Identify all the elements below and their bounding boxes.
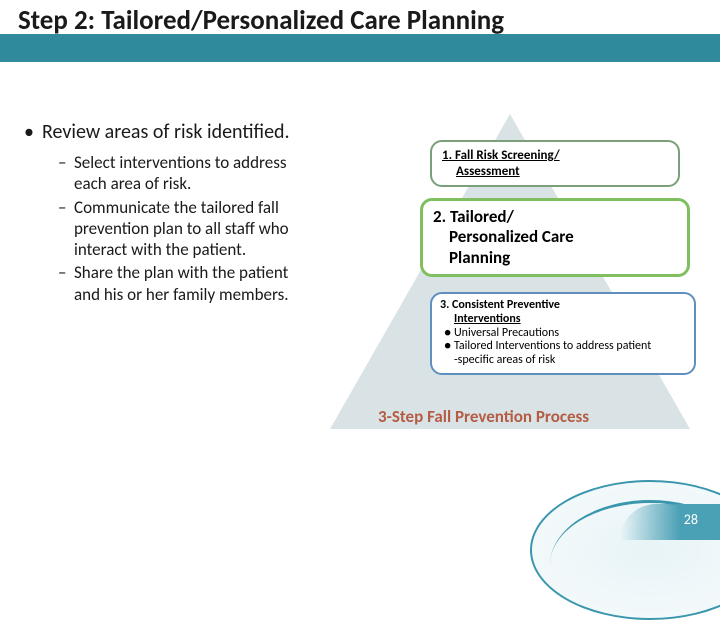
step1-line2: Assessment xyxy=(442,164,668,180)
process-label: 3-Step Fall Prevention Process xyxy=(378,406,589,427)
step-box-1: 1. Fall Risk Screening/ Assessment xyxy=(430,140,680,187)
step3-line1: 3. Consistent Preventive xyxy=(440,299,686,313)
step3-bullet: -specific areas of risk xyxy=(440,354,686,368)
step2-line2: Personalized Care xyxy=(433,227,677,247)
step3-bullet: ● Universal Precautions xyxy=(440,327,686,341)
right-column: 1. Fall Risk Screening/ Assessment 2. Ta… xyxy=(330,114,710,494)
step2-line1: 2. Tailored/ xyxy=(433,207,677,227)
sub-bullet: Select interventions to address each are… xyxy=(58,152,314,195)
sub-bullet: Share the plan with the patient and his … xyxy=(58,262,314,305)
step2-line3: Planning xyxy=(433,248,677,268)
sub-bullet: Communicate the tailored fall prevention… xyxy=(58,197,314,261)
step3-bullet: ● Tailored Interventions to address pati… xyxy=(440,340,686,354)
step-box-3: 3. Consistent Preventive Interventions ●… xyxy=(430,292,696,375)
left-column: Review areas of risk identified. Select … xyxy=(24,120,314,307)
step3-line2: Interventions xyxy=(440,313,686,327)
step1-line1: 1. Fall Risk Screening/ xyxy=(442,148,668,164)
slide-title: Step 2: Tailored/Personalized Care Plann… xyxy=(18,4,504,37)
step-box-2: 2. Tailored/ Personalized Care Planning xyxy=(420,198,690,277)
page-number: 28 xyxy=(684,511,698,528)
title-bar: Step 2: Tailored/Personalized Care Plann… xyxy=(0,0,720,62)
title-teal-band xyxy=(0,34,720,62)
sub-bullet-list: Select interventions to address each are… xyxy=(24,152,314,305)
main-bullet: Review areas of risk identified. xyxy=(24,120,314,144)
footer-fill xyxy=(620,504,720,540)
